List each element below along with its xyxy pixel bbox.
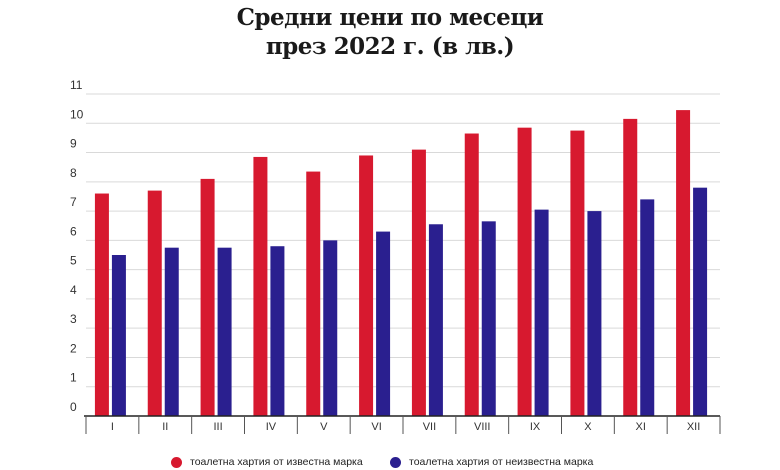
y-tick-label: 3 <box>70 312 77 326</box>
bar-known-brand <box>570 130 585 416</box>
bar-known-brand <box>306 171 321 416</box>
y-tick-label: 11 <box>70 78 83 92</box>
x-tick-label: X <box>584 421 592 433</box>
legend-swatch-known-brand <box>171 456 182 468</box>
x-tick-label: XII <box>687 421 700 433</box>
legend-label-unknown-brand: тоалетна хартия от неизвестна марка <box>409 456 594 468</box>
bar-unknown-brand <box>587 211 602 416</box>
y-tick-label: 6 <box>70 224 77 238</box>
bar-unknown-brand <box>534 209 549 416</box>
y-tick-label: 4 <box>70 283 77 297</box>
bar-known-brand <box>623 118 638 416</box>
bar-unknown-brand <box>323 240 338 416</box>
x-tick-label: I <box>111 421 114 433</box>
bar-unknown-brand <box>111 255 126 416</box>
bar-unknown-brand <box>693 187 708 416</box>
legend-item-known-brand: тоалетна хартия от известна марка <box>171 456 363 468</box>
bar-unknown-brand <box>428 224 443 416</box>
chart-title-line1: Средни цени по месеци <box>236 4 544 31</box>
y-tick-label: 1 <box>70 371 77 385</box>
x-tick-label: VII <box>423 421 436 433</box>
bar-known-brand <box>517 127 532 416</box>
chart-title-line2: през 2022 г. (в лв.) <box>265 33 515 60</box>
bar-unknown-brand <box>640 199 655 416</box>
bar-known-brand <box>464 133 479 416</box>
bar-known-brand <box>411 149 426 417</box>
bar-unknown-brand <box>217 247 232 416</box>
y-tick-label: 10 <box>70 107 84 121</box>
bar-known-brand <box>359 155 374 417</box>
x-tick-label: II <box>162 421 168 433</box>
x-tick-label: V <box>320 421 328 433</box>
y-tick-label: 7 <box>70 195 77 209</box>
bar-known-brand <box>147 190 162 416</box>
legend-label-known-brand: тоалетна хартия от известна марка <box>190 456 363 468</box>
x-tick-label: IX <box>530 421 541 433</box>
y-tick-label: 8 <box>70 166 77 180</box>
bar-known-brand <box>200 178 215 416</box>
chart-legend: тоалетна хартия от известна марка тоалет… <box>0 456 780 470</box>
bar-unknown-brand <box>376 231 391 416</box>
bar-known-brand <box>94 193 109 416</box>
legend-item-unknown-brand: тоалетна хартия от неизвестна марка <box>390 456 593 468</box>
x-tick-label: VIII <box>474 421 491 433</box>
y-tick-label: 5 <box>70 254 77 268</box>
bar-unknown-brand <box>164 247 179 416</box>
bar-known-brand <box>253 156 268 416</box>
x-tick-label: IV <box>266 421 277 433</box>
y-tick-label: 0 <box>70 400 77 414</box>
x-tick-label: VI <box>371 421 381 433</box>
x-tick-label: XI <box>636 421 646 433</box>
bar-known-brand <box>676 110 691 416</box>
legend-swatch-unknown-brand <box>390 456 401 468</box>
y-tick-label: 2 <box>70 341 77 355</box>
x-tick-label: III <box>213 421 222 433</box>
y-tick-label: 9 <box>70 137 77 151</box>
bar-unknown-brand <box>481 221 496 416</box>
bar-unknown-brand <box>270 246 285 416</box>
